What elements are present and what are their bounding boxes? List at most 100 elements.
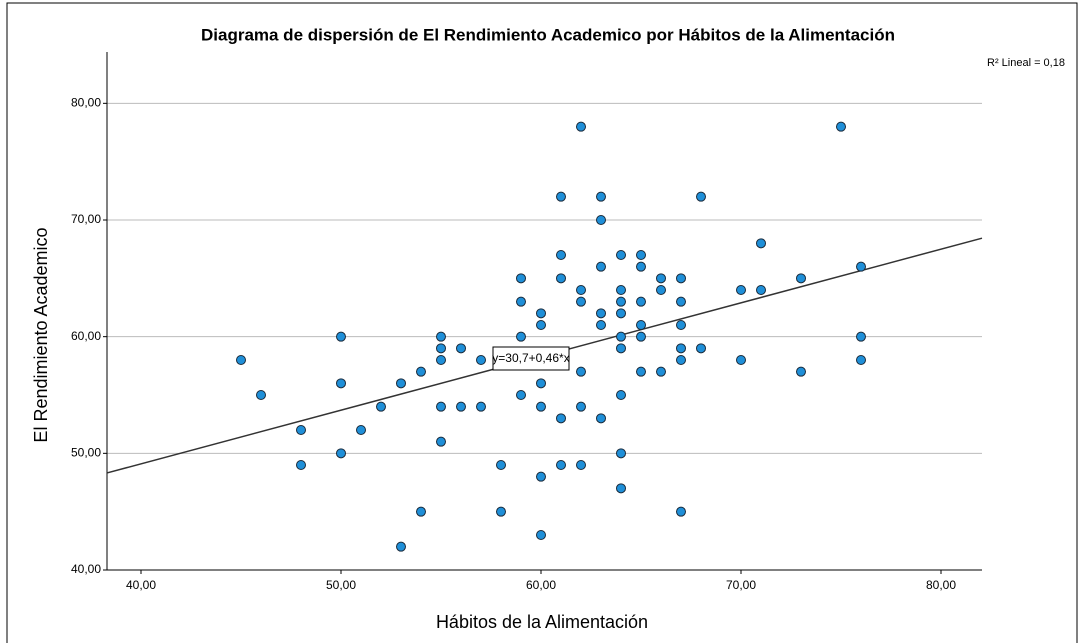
point: [636, 366, 646, 377]
point: [656, 285, 666, 295]
point: [496, 506, 506, 517]
point: [856, 355, 866, 365]
point: [856, 261, 866, 272]
chart-title: Diagrama de dispersión de El Rendimiento…: [201, 25, 895, 44]
point: [336, 331, 346, 342]
point: [836, 121, 846, 132]
point: [336, 378, 346, 389]
point: [476, 401, 486, 412]
point: [536, 308, 546, 319]
point: [596, 308, 606, 319]
point: [616, 250, 626, 260]
point: [636, 320, 646, 330]
point: [616, 331, 626, 342]
x-tick-label: 60,00: [526, 578, 556, 592]
point: [656, 366, 666, 377]
point: [676, 273, 686, 284]
point: [516, 331, 526, 342]
point: [736, 355, 746, 365]
point: [516, 296, 526, 307]
point: [556, 413, 566, 424]
point: [856, 331, 866, 342]
point: [296, 460, 306, 470]
point: [496, 460, 506, 470]
point: [416, 366, 426, 377]
point: [576, 296, 586, 307]
point: [536, 320, 546, 330]
x-tick-label: 40,00: [126, 578, 156, 592]
point: [476, 355, 486, 365]
point: [576, 285, 586, 295]
point: [296, 425, 306, 435]
point: [636, 331, 646, 342]
point: [336, 448, 346, 459]
point: [576, 366, 586, 377]
point: [796, 366, 806, 377]
point: [536, 401, 546, 412]
point: [376, 401, 386, 412]
point: [696, 343, 706, 354]
point: [636, 261, 646, 272]
point: [436, 343, 446, 354]
x-axis-label: Hábitos de la Alimentación: [436, 612, 648, 632]
point: [396, 378, 406, 389]
point: [536, 530, 546, 540]
point: [616, 296, 626, 307]
y-tick-label: 60,00: [71, 329, 101, 343]
point: [436, 331, 446, 342]
point: [576, 121, 586, 132]
point: [536, 378, 546, 389]
point: [456, 343, 466, 354]
point: [756, 238, 766, 249]
point: [256, 390, 266, 400]
point: [616, 390, 626, 400]
point: [596, 413, 606, 424]
fit-label-box: [492, 346, 570, 371]
point: [396, 541, 406, 552]
point: [516, 390, 526, 400]
point: [436, 401, 446, 412]
point: [636, 250, 646, 260]
point: [616, 285, 626, 295]
point: [596, 320, 606, 330]
y-tick-label: 70,00: [71, 212, 101, 226]
point: [596, 215, 606, 225]
x-tick-label: 50,00: [326, 578, 356, 592]
point: [516, 273, 526, 284]
r2-label: R² Lineal = 0,18: [987, 57, 1065, 69]
point: [556, 191, 566, 202]
x-tick-label: 70,00: [726, 578, 756, 592]
y-tick-label: 50,00: [71, 446, 101, 460]
point: [676, 343, 686, 354]
point: [616, 308, 626, 319]
point: [616, 483, 626, 494]
point: [676, 320, 686, 330]
point: [616, 343, 626, 354]
point: [556, 250, 566, 260]
point: [616, 448, 626, 459]
point: [736, 285, 746, 295]
point: [536, 471, 546, 482]
point: [416, 506, 426, 517]
y-tick-label: 80,00: [71, 96, 101, 110]
x-tick-label: 80,00: [926, 578, 956, 592]
y-axis-label: El Rendimiento Academico: [31, 227, 51, 442]
point: [436, 436, 446, 447]
point: [456, 401, 466, 412]
point: [636, 296, 646, 307]
point: [796, 273, 806, 284]
point: [576, 460, 586, 470]
point: [356, 425, 366, 435]
point: [436, 355, 446, 365]
point: [676, 296, 686, 307]
point: [556, 273, 566, 284]
point: [676, 506, 686, 517]
point: [556, 460, 566, 470]
point: [656, 273, 666, 284]
point: [696, 191, 706, 202]
y-tick-label: 40,00: [71, 562, 101, 576]
point: [756, 285, 766, 295]
point: [676, 355, 686, 365]
point: [596, 261, 606, 272]
